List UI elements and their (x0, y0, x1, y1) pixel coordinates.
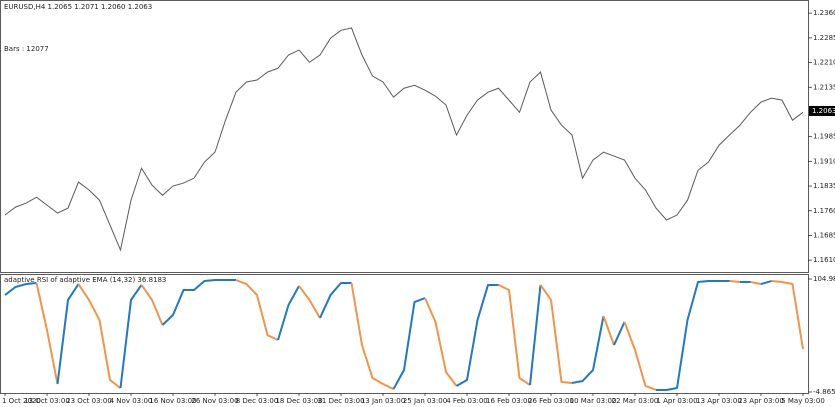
indicator-line (750, 280, 762, 286)
x-tick-label: 16 Feb 03:00 (486, 397, 532, 405)
indicator-line (35, 282, 59, 385)
x-tick-label: 10 Mar 03:00 (570, 397, 617, 405)
x-tick-label: 31 Dec 03:00 (317, 397, 364, 405)
y-tick-label: 1.1760 (813, 207, 835, 215)
indicator-line (602, 315, 615, 346)
x-tick-label: 26 Nov 03:00 (191, 397, 238, 405)
y-tick-label: 1.2210 (813, 59, 835, 67)
x-tick-label: 1 Oct 2020 (2, 397, 41, 405)
indicator-line (571, 315, 605, 384)
indicator-line (656, 280, 730, 391)
y-tick-label: -4.8653 (813, 388, 835, 396)
x-tick-label: 13 Oct 03:00 (24, 397, 70, 405)
y-tick-label: 1.1685 (813, 231, 835, 239)
y-tick-label: 1.1835 (813, 182, 835, 190)
y-tick-label: 1.1985 (813, 133, 835, 141)
price-panel (0, 0, 809, 273)
x-tick-label: 13 Apr 03:00 (696, 397, 742, 405)
indicator-line (4, 282, 37, 296)
indicator-line (235, 279, 279, 341)
indicator-line (623, 321, 657, 391)
indicator-line (319, 282, 352, 319)
indicator-line (298, 285, 321, 319)
x-tick-label: 4 Nov 03:00 (110, 397, 153, 405)
indicator-line (456, 283, 499, 387)
x-tick-label: 4 Feb 03:00 (446, 397, 487, 405)
last-price-box (809, 105, 835, 116)
indicator-line (119, 284, 143, 389)
indicator-line (161, 279, 236, 326)
indicator-line (498, 284, 531, 386)
indicator-line (77, 283, 122, 389)
annotation: Bars : 12077 (4, 45, 49, 53)
x-tick-label: 18 Dec 03:00 (275, 397, 322, 405)
indicator-line (539, 284, 573, 384)
last-price-label: 1.2063 (812, 107, 835, 115)
indicator-title: adaptive RSI of adaptive EMA (14,32) 36.… (4, 276, 166, 284)
indicator-line (729, 280, 741, 283)
y-tick-label: 104.9844 (813, 275, 835, 283)
x-tick-label: 23 Oct 03:00 (66, 397, 112, 405)
y-tick-label: 1.2285 (813, 34, 835, 42)
indicator-line (277, 285, 300, 341)
x-tick-label: 23 Apr 03:00 (738, 397, 784, 405)
indicator-line (771, 280, 804, 350)
indicator-line (392, 297, 426, 390)
indicator-line (350, 282, 394, 390)
indicator-panel (0, 274, 809, 394)
price-line (4, 27, 804, 252)
indicator-line (56, 283, 80, 385)
y-tick-label: 1.2135 (813, 83, 835, 91)
indicator-line (613, 321, 626, 346)
indicator-line (140, 284, 164, 326)
x-tick-label: 1 Apr 03:00 (656, 397, 697, 405)
chart-title: EURUSD,H4 1.2065 1.2071 1.2060 1.2063 (4, 3, 152, 11)
x-tick-label: 8 Dec 03:00 (236, 397, 279, 405)
x-tick-label: 25 Jan 03:00 (403, 397, 447, 405)
x-tick-label: 22 Mar 03:00 (612, 397, 659, 405)
y-tick-label: 1.1910 (813, 157, 835, 165)
x-tick-label: 13 Jan 03:00 (361, 397, 405, 405)
indicator-line (529, 284, 542, 386)
x-tick-label: 26 Feb 03:00 (528, 397, 574, 405)
indicator-line (424, 297, 458, 387)
y-tick-label: 1.1610 (813, 256, 835, 264)
indicator-line (760, 280, 772, 285)
x-tick-label: 16 Nov 03:00 (149, 397, 196, 405)
x-tick-label: 5 May 03:00 (781, 397, 825, 405)
y-tick-label: 1.2360 (813, 9, 835, 17)
